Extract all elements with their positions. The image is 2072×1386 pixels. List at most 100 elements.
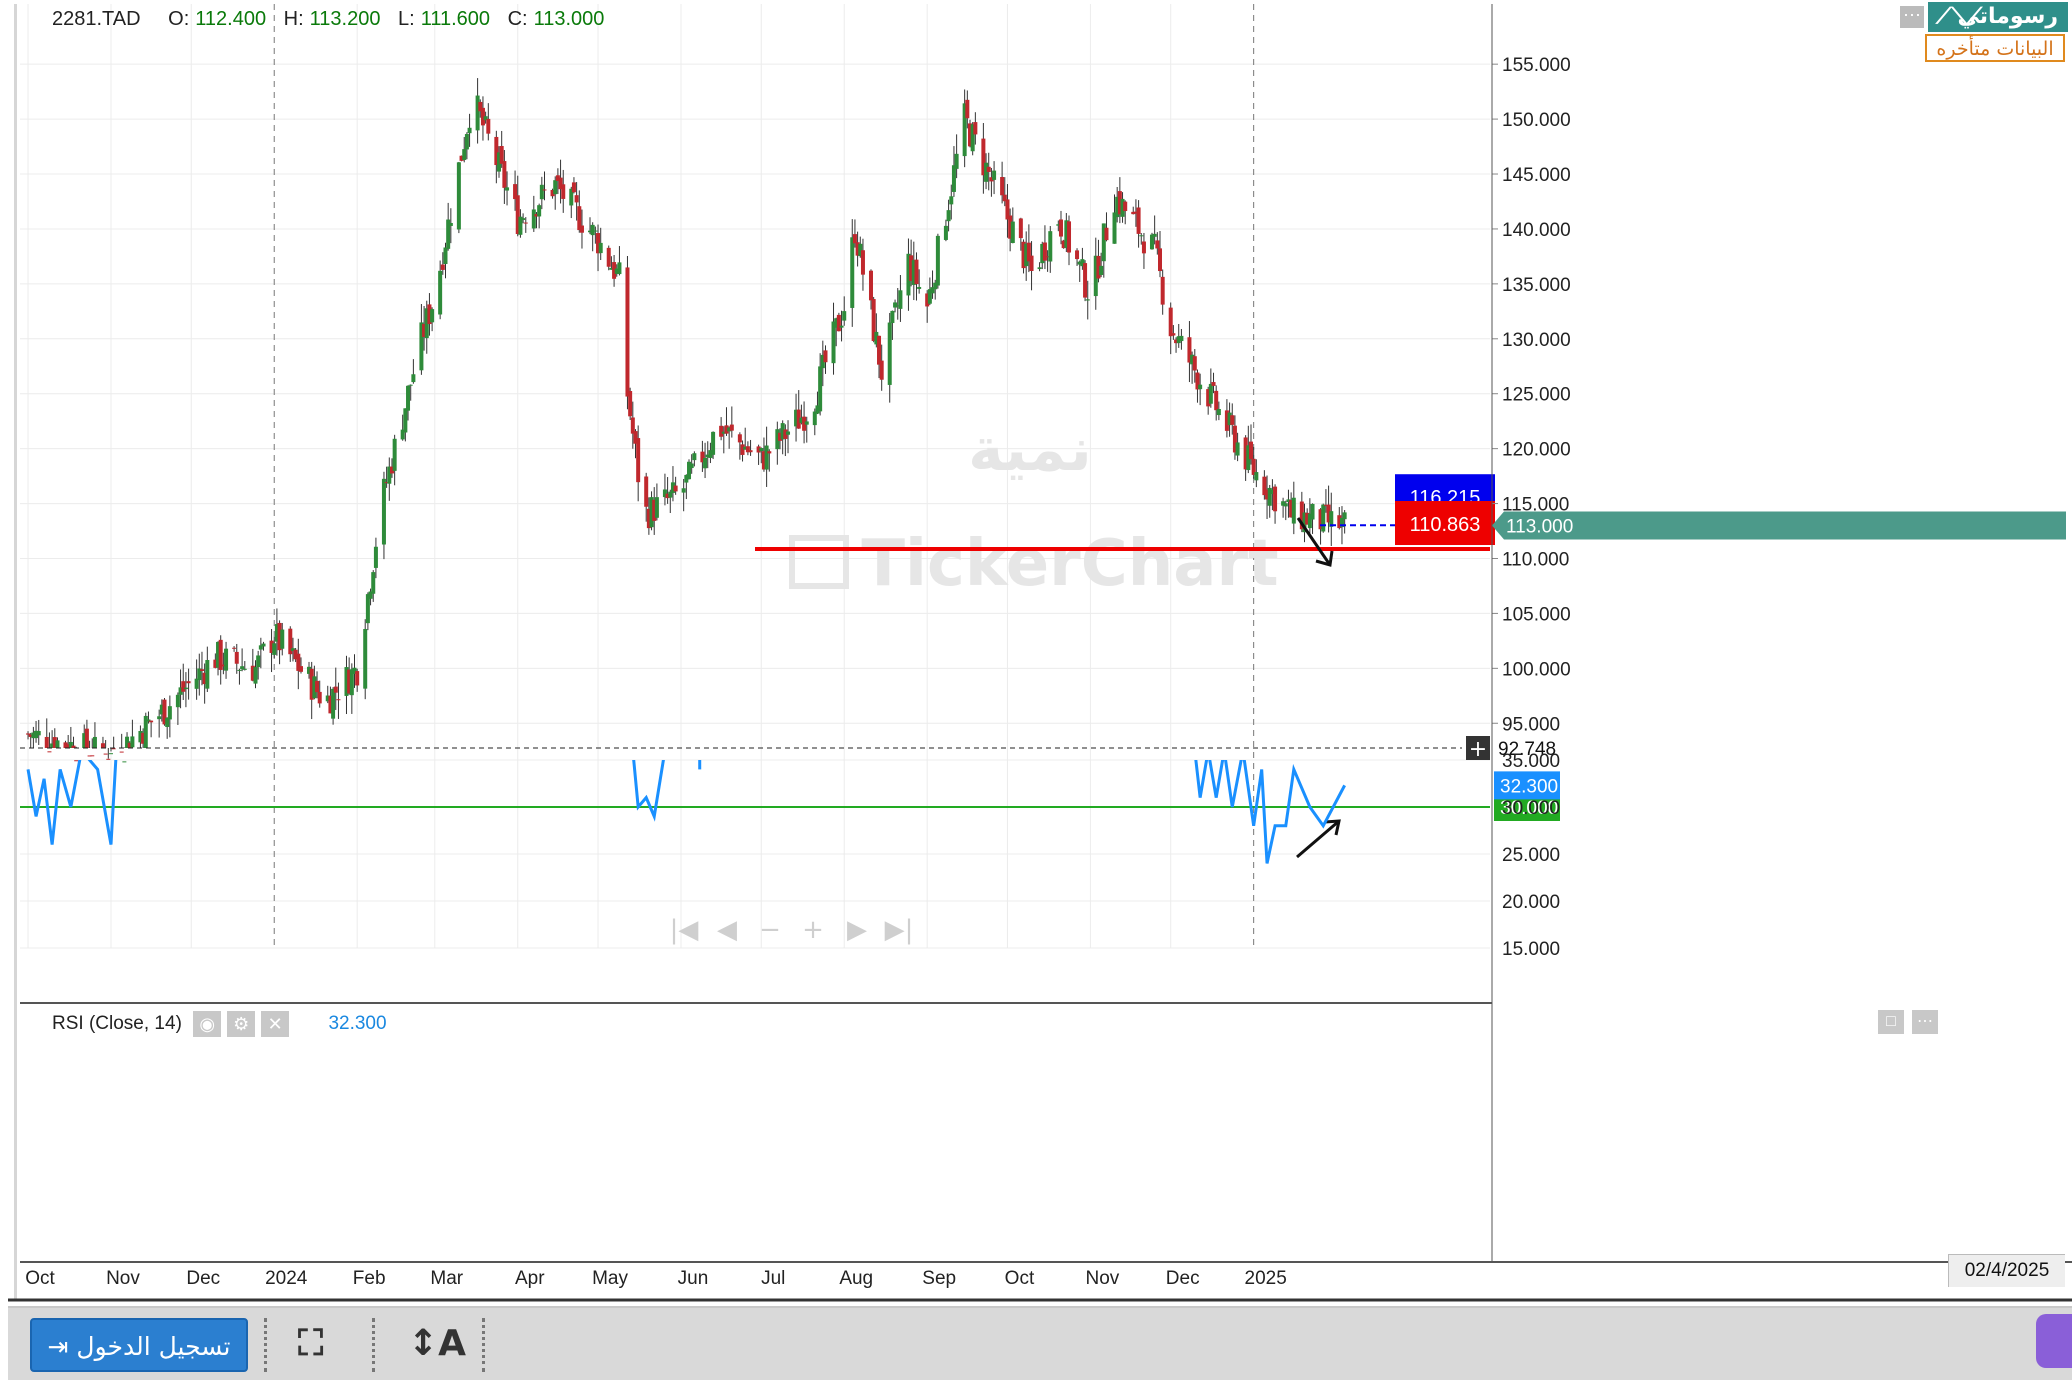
ellipsis-icon[interactable]: ⋯ <box>1912 1010 1938 1034</box>
maximize-icon[interactable]: □ <box>1878 1010 1904 1034</box>
candle-body <box>296 653 301 671</box>
candle-body <box>588 230 592 233</box>
candle-body <box>513 184 518 200</box>
candle-body <box>646 508 651 529</box>
candle-body <box>1176 336 1181 344</box>
candle-body <box>1246 445 1251 471</box>
candle-body <box>877 335 882 365</box>
fullscreen-icon[interactable]: ⛶ <box>298 1323 324 1364</box>
rsi-legend: RSI (Close, 14) ◉ ⚙ ✕ 32.300 <box>52 1011 387 1037</box>
rsi-pane-tools: □ ⋯ <box>1870 1010 1938 1034</box>
candle-body <box>34 730 39 739</box>
candle-body <box>82 733 87 748</box>
close-icon[interactable]: ✕ <box>261 1011 290 1037</box>
text-tool-button[interactable]: ↕A <box>408 1323 467 1364</box>
candle-body <box>786 431 791 435</box>
candle-body <box>1251 458 1256 475</box>
brand-logo[interactable]: ⟋⟍⟋ رسوماتي <box>1928 2 2068 32</box>
rsi-up-arrowhead <box>1324 819 1341 836</box>
rsi-tick-label: 30.000 <box>1502 798 1560 819</box>
candle-body <box>596 233 601 254</box>
candle-body <box>464 134 469 150</box>
time-tick-label: Nov <box>106 1268 140 1289</box>
candle-body <box>293 649 298 660</box>
candle-body <box>312 676 317 699</box>
candle-body <box>927 289 932 304</box>
candle-body <box>1093 255 1098 297</box>
candle-body <box>1192 356 1197 371</box>
candle-body <box>1158 248 1162 272</box>
open-label: O: <box>168 8 190 30</box>
candle-body <box>911 260 916 285</box>
candle-body <box>1206 389 1211 407</box>
candle-body <box>537 205 542 217</box>
login-icon: ⇥ <box>47 1332 77 1361</box>
candle-body <box>681 488 686 493</box>
candle-body <box>606 247 611 267</box>
candle-body <box>984 162 989 182</box>
candle-body <box>1232 425 1237 453</box>
scroll-nav-icon: ▶| <box>885 915 914 945</box>
rsi-line <box>632 760 665 822</box>
candle-body <box>804 421 809 425</box>
candle-body <box>815 405 820 414</box>
candle-body <box>167 706 172 720</box>
candle-body <box>973 122 978 135</box>
candle-body <box>1048 231 1053 262</box>
candle-body <box>1230 415 1235 425</box>
candle-body <box>478 101 483 112</box>
candle-body <box>1211 382 1216 386</box>
candle-body <box>1190 354 1195 365</box>
toolbar-divider <box>482 1318 485 1372</box>
ellipsis-icon[interactable]: ⋯ <box>1900 6 1924 28</box>
candle-body <box>63 742 68 748</box>
candle-body <box>1141 241 1146 254</box>
candle-body <box>855 242 860 256</box>
candle-body <box>558 177 563 190</box>
rsi-value-tag-label: 32.300 <box>1500 776 1558 797</box>
candle-body <box>400 429 405 440</box>
candle-body <box>617 262 622 275</box>
candle-body <box>1133 211 1138 214</box>
candle-body <box>1080 259 1085 267</box>
candle-body <box>954 153 959 169</box>
eye-icon[interactable]: ◉ <box>193 1011 222 1037</box>
candle-body <box>1018 218 1023 239</box>
candle-body <box>462 149 467 160</box>
candle-body <box>371 572 376 594</box>
candle-body <box>272 643 277 655</box>
gear-icon[interactable]: ⚙ <box>227 1011 256 1037</box>
candle-body <box>662 489 667 498</box>
candle-body <box>542 189 547 191</box>
add-icon[interactable] <box>2036 1314 2072 1368</box>
login-button[interactable]: ⇥ تسجيل الدخول <box>30 1318 248 1372</box>
candle-body <box>1045 256 1050 258</box>
candle-body <box>1096 255 1101 279</box>
candle-body <box>146 719 151 722</box>
candle-body <box>26 733 31 735</box>
candle-body <box>1139 235 1144 237</box>
close-label: C: <box>507 8 528 30</box>
candle-body <box>1339 517 1344 528</box>
time-tick-label: Nov <box>1086 1268 1120 1289</box>
candle-body <box>1152 233 1157 237</box>
time-tick-label: Dec <box>1166 1268 1200 1289</box>
scroll-nav-icon: ◀ <box>717 915 737 945</box>
candle-body <box>373 546 378 568</box>
candle-body <box>1037 267 1042 270</box>
candle-body <box>1305 512 1310 525</box>
candle-body <box>422 323 427 337</box>
candle-body <box>633 431 638 444</box>
rsi-tick-label: 35.000 <box>1502 751 1560 772</box>
rsi-threshold-label: 30.000 <box>1500 798 1558 819</box>
candle-body <box>555 175 560 181</box>
candle-body <box>609 267 614 270</box>
candle-body <box>887 322 892 385</box>
candle-body <box>673 485 678 492</box>
candle-body <box>1021 241 1026 269</box>
candle-body <box>205 660 210 689</box>
candle-body <box>665 493 670 499</box>
candle-body <box>630 417 635 434</box>
candle-body <box>968 123 972 147</box>
